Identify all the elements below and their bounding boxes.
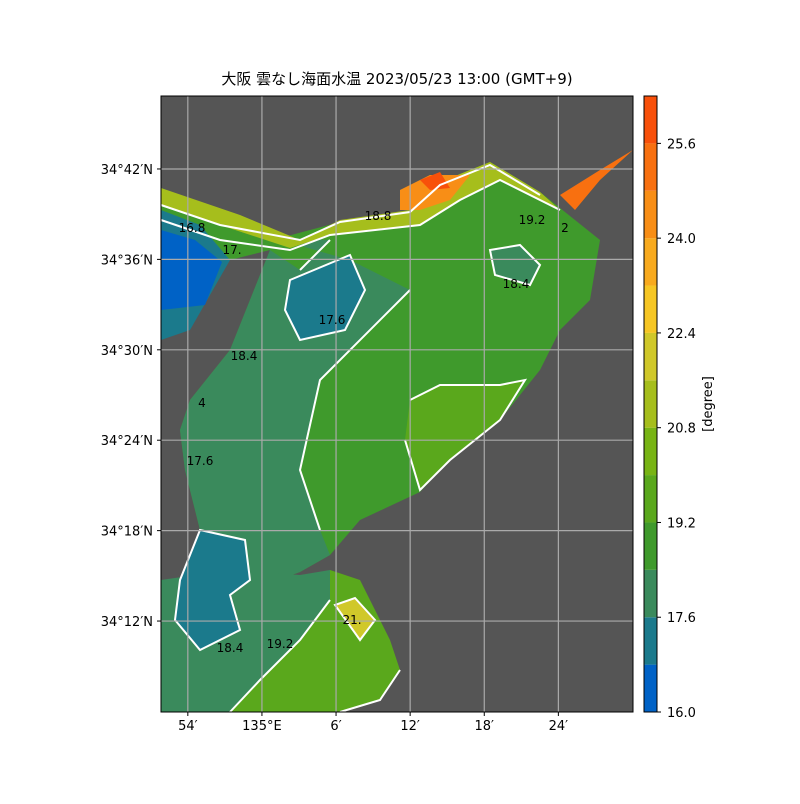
contour-label: 21. <box>342 613 361 627</box>
x-tick-label: 135°E <box>242 719 282 734</box>
water <box>405 380 525 490</box>
contour-label: 18.4 <box>217 641 244 655</box>
y-tick-label: 34°18′N <box>101 525 153 540</box>
colorbar-band <box>644 522 657 570</box>
colorbar-frame <box>643 95 658 713</box>
x-tick-label: 54′ <box>178 719 198 734</box>
contour-label: 4 <box>198 396 206 410</box>
contour-label: 18.8 <box>365 209 392 223</box>
colorbar-band <box>644 190 657 239</box>
colorbar: [degree] 16.0 17.6 19.2 20.8 22.4 24.0 25.6 <box>643 95 716 721</box>
y-tick-label: 34°42′N <box>101 163 153 178</box>
water <box>560 150 633 210</box>
colorbar-tick-label: 19.2 <box>667 516 696 531</box>
water <box>161 230 222 310</box>
contour-label: 16.8 <box>179 221 206 235</box>
water <box>420 172 450 190</box>
colorbar-label: [degree] <box>701 376 716 432</box>
map-frame <box>160 95 634 713</box>
y-tick-label: 34°36′N <box>101 253 153 268</box>
contour-label: 17.6 <box>187 454 214 468</box>
water <box>175 530 250 650</box>
x-tick-label: 6′ <box>330 719 341 734</box>
contour-label: 2 <box>561 221 569 235</box>
colorbar-band <box>644 96 657 144</box>
water <box>400 175 470 210</box>
colorbar-band <box>644 238 657 286</box>
x-tick-label: 18′ <box>475 719 495 734</box>
colorbar-tick-label: 20.8 <box>667 422 696 437</box>
colorbar-band <box>644 427 657 476</box>
colorbar-tick-label: 16.0 <box>667 706 696 721</box>
map: 16.8 17. 18.8 19.2 2 18.4 17.6 18.4 4 17… <box>160 95 634 713</box>
contour-label: 18.4 <box>231 349 258 363</box>
colorbar-band <box>644 380 657 428</box>
contour-label: 17. <box>222 243 241 257</box>
contour-label: 19.2 <box>267 637 294 651</box>
colorbar-band <box>644 143 657 191</box>
grid <box>161 96 633 712</box>
colorbar-band <box>644 617 657 665</box>
contours <box>160 163 561 713</box>
colorbar-band <box>644 285 657 333</box>
colorbar-band <box>644 569 657 618</box>
colorbar-tick-label: 25.6 <box>667 137 696 152</box>
water <box>335 598 375 640</box>
contour-label: 19.2 <box>519 213 546 227</box>
y-tick-label: 34°24′N <box>101 434 153 449</box>
x-tick-label: 24′ <box>549 719 569 734</box>
y-tick-label: 34°12′N <box>101 615 153 630</box>
y-tick-label: 34°30′N <box>101 344 153 359</box>
water <box>490 245 540 285</box>
x-tick-label: 12′ <box>400 719 420 734</box>
colorbar-tick-label: 17.6 <box>667 611 696 626</box>
colorbar-tick-label: 22.4 <box>667 327 696 342</box>
water <box>285 255 365 340</box>
colorbar-band <box>644 332 657 381</box>
contour-label: 17.6 <box>319 313 346 327</box>
contour-labels: 16.8 17. 18.8 19.2 2 18.4 17.6 18.4 4 17… <box>179 209 569 655</box>
colorbar-band <box>644 664 657 712</box>
contour-label: 18.4 <box>503 277 530 291</box>
title: 大阪 雲なし海面水温 2023/05/23 13:00 (GMT+9) <box>221 70 572 88</box>
colorbar-tick-label: 24.0 <box>667 232 696 247</box>
colorbar-band <box>644 475 657 523</box>
